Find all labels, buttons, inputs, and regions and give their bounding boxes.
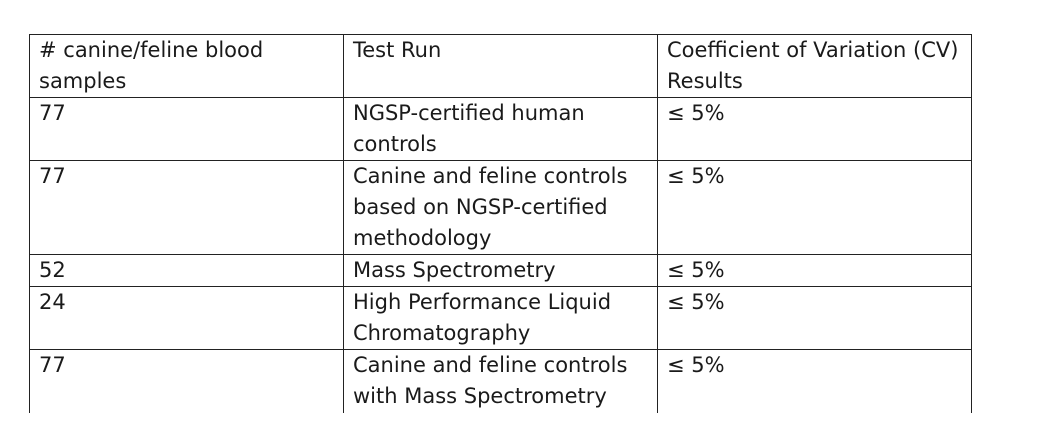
- cell-cv-result: ≤ 5%: [657, 254, 972, 287]
- cell-cv-result: ≤ 5%: [657, 349, 972, 413]
- cell-test-run: NGSP-certified human controls: [343, 97, 658, 161]
- cell-test-run: High Performance Liquid Chromatography: [343, 286, 658, 350]
- cell-test-run: Canine and feline controls with Mass Spe…: [343, 349, 658, 413]
- cell-cv-result: ≤ 5%: [657, 97, 972, 161]
- cell-samples: 77: [29, 349, 344, 413]
- table-row: 24 High Performance Liquid Chromatograph…: [29, 286, 972, 350]
- header-cell-samples: # canine/feline blood samples: [29, 34, 344, 98]
- cell-cv-result: ≤ 5%: [657, 160, 972, 255]
- cell-cv-result: ≤ 5%: [657, 286, 972, 350]
- header-cell-test-run: Test Run: [343, 34, 658, 98]
- table-row: 77 NGSP-certified human controls ≤ 5%: [29, 97, 972, 161]
- cell-samples: 77: [29, 97, 344, 161]
- cell-test-run: Mass Spectrometry: [343, 254, 658, 287]
- cell-test-run: Canine and feline controls based on NGSP…: [343, 160, 658, 255]
- data-table: # canine/feline blood samples Test Run C…: [29, 34, 972, 413]
- table-row: 77 Canine and feline controls with Mass …: [29, 349, 972, 413]
- table-row: 52 Mass Spectrometry ≤ 5%: [29, 254, 972, 287]
- table-row: 77 Canine and feline controls based on N…: [29, 160, 972, 255]
- header-row: # canine/feline blood samples Test Run C…: [29, 34, 972, 98]
- header-cell-cv-results: Coefficient of Variation (CV) Results: [657, 34, 972, 98]
- cell-samples: 24: [29, 286, 344, 350]
- cell-samples: 52: [29, 254, 344, 287]
- cell-samples: 77: [29, 160, 344, 255]
